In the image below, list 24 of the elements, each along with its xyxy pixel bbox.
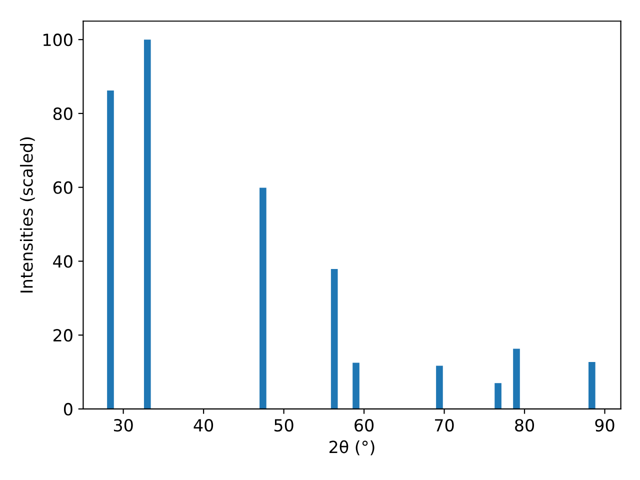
bar xyxy=(436,366,443,409)
x-axis-title: 2θ (°) xyxy=(330,440,374,456)
x-tick-label: 40 xyxy=(194,418,214,432)
bar xyxy=(144,40,151,409)
bar xyxy=(588,362,596,409)
x-tick-label: 80 xyxy=(515,418,534,432)
x-tick-label: 50 xyxy=(274,418,294,432)
bar xyxy=(494,383,502,409)
y-tick-label: 20 xyxy=(53,329,72,342)
y-tick-label: 80 xyxy=(53,107,72,120)
bar xyxy=(107,90,114,409)
x-tick-label: 30 xyxy=(114,418,133,432)
y-axis-title: Intensities (scaled) xyxy=(20,137,35,292)
y-tick-label: 40 xyxy=(53,255,72,268)
x-tick-label: 60 xyxy=(354,418,374,432)
y-tick-label: 0 xyxy=(64,402,72,416)
y-tick-label: 60 xyxy=(53,181,72,194)
x-tick-label: 90 xyxy=(595,418,614,432)
x-tick-label: 70 xyxy=(435,418,454,432)
bar xyxy=(352,362,360,409)
bar xyxy=(260,188,266,409)
bar xyxy=(513,348,520,409)
y-tick-label: 100 xyxy=(43,34,72,46)
bar xyxy=(330,268,338,409)
